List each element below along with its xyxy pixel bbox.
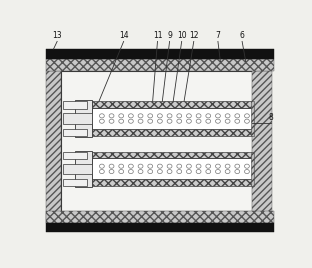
Text: 11: 11 xyxy=(153,31,162,40)
Text: 7: 7 xyxy=(216,31,220,40)
Bar xyxy=(63,152,87,159)
Bar xyxy=(63,164,92,174)
Bar xyxy=(61,71,252,211)
Bar xyxy=(63,101,87,109)
Bar xyxy=(251,152,254,186)
Bar xyxy=(92,129,252,136)
Bar xyxy=(92,101,252,108)
Bar xyxy=(92,158,252,179)
Text: 12: 12 xyxy=(189,31,198,40)
Bar xyxy=(46,59,274,71)
Bar xyxy=(92,108,252,129)
Bar xyxy=(75,100,92,137)
Bar xyxy=(63,113,92,124)
Bar xyxy=(46,71,61,223)
Bar xyxy=(75,151,92,187)
Bar xyxy=(46,211,274,223)
Bar xyxy=(92,179,252,186)
Bar xyxy=(46,49,274,59)
Bar xyxy=(63,129,87,136)
Text: 8: 8 xyxy=(269,113,274,122)
Text: 14: 14 xyxy=(119,31,129,40)
Text: 9: 9 xyxy=(167,31,172,40)
Text: 10: 10 xyxy=(177,31,187,40)
Bar xyxy=(63,179,87,186)
Bar xyxy=(252,71,272,223)
Text: 6: 6 xyxy=(240,31,245,40)
Text: 13: 13 xyxy=(52,31,62,40)
Bar xyxy=(251,101,254,136)
Bar xyxy=(92,152,252,158)
Bar xyxy=(46,223,274,232)
